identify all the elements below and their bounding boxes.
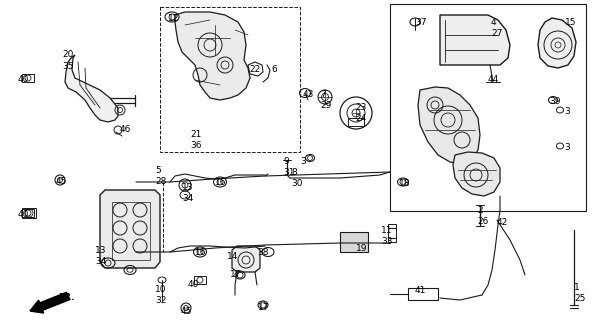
Bar <box>22 208 36 218</box>
Text: 1: 1 <box>574 283 580 292</box>
Polygon shape <box>453 152 500 196</box>
Text: 18: 18 <box>399 179 411 188</box>
Bar <box>340 232 368 252</box>
Text: 30: 30 <box>291 179 303 188</box>
Text: 35: 35 <box>62 62 73 71</box>
Bar <box>390 4 586 211</box>
Text: 6: 6 <box>271 65 277 74</box>
Text: 39: 39 <box>549 97 560 106</box>
Text: 24: 24 <box>355 114 367 123</box>
Text: 41: 41 <box>415 286 426 295</box>
Text: 29: 29 <box>320 101 331 110</box>
Polygon shape <box>175 12 250 100</box>
Text: 13: 13 <box>182 183 194 192</box>
Bar <box>388 224 396 242</box>
Polygon shape <box>232 246 260 272</box>
Text: 40: 40 <box>188 280 200 289</box>
Text: 14: 14 <box>227 252 238 261</box>
Text: 40: 40 <box>18 75 29 84</box>
Text: 28: 28 <box>155 177 166 186</box>
Text: 44: 44 <box>488 75 499 84</box>
Text: 9: 9 <box>283 157 288 166</box>
Bar <box>112 202 150 260</box>
Text: 45: 45 <box>181 307 193 316</box>
Text: 46: 46 <box>120 125 131 134</box>
Text: 15: 15 <box>565 18 576 27</box>
Text: 20: 20 <box>62 50 73 59</box>
Text: 13: 13 <box>95 246 107 255</box>
Text: FR.: FR. <box>58 293 74 302</box>
Text: 8: 8 <box>291 168 297 177</box>
Text: 3: 3 <box>564 143 570 152</box>
Polygon shape <box>100 190 160 268</box>
Text: 40: 40 <box>18 210 29 219</box>
Polygon shape <box>538 18 576 68</box>
Polygon shape <box>440 15 510 65</box>
Text: 3: 3 <box>564 107 570 116</box>
Text: 36: 36 <box>190 141 201 150</box>
Text: 12: 12 <box>168 14 179 23</box>
Text: 38: 38 <box>257 248 269 257</box>
Text: 5: 5 <box>155 166 161 175</box>
Text: 17: 17 <box>258 303 269 312</box>
Text: 43: 43 <box>303 90 314 99</box>
Text: 3: 3 <box>300 157 306 166</box>
Bar <box>408 288 438 300</box>
Text: 10: 10 <box>155 285 166 294</box>
Text: 37: 37 <box>415 18 427 27</box>
Text: 42: 42 <box>497 218 508 227</box>
Text: 33: 33 <box>381 237 393 246</box>
Text: 45: 45 <box>56 177 67 186</box>
Text: 4: 4 <box>491 18 496 27</box>
Text: 22: 22 <box>249 65 260 74</box>
Text: 23: 23 <box>355 103 367 112</box>
Text: 16: 16 <box>195 248 206 257</box>
Text: 32: 32 <box>155 296 166 305</box>
Text: 16: 16 <box>215 178 226 187</box>
Bar <box>22 74 34 82</box>
Bar <box>348 118 364 126</box>
Bar <box>160 7 300 152</box>
Text: 31: 31 <box>283 168 294 177</box>
Text: 21: 21 <box>190 130 201 139</box>
Text: 34: 34 <box>95 257 106 266</box>
Text: 2: 2 <box>477 206 483 215</box>
Text: 7: 7 <box>320 90 326 99</box>
Bar <box>22 209 34 217</box>
Text: 34: 34 <box>182 194 193 203</box>
Text: 27: 27 <box>491 29 502 38</box>
Text: 25: 25 <box>574 294 585 303</box>
Bar <box>194 276 206 284</box>
Text: 26: 26 <box>477 217 488 226</box>
Text: 17: 17 <box>230 270 241 279</box>
Polygon shape <box>418 87 480 164</box>
Text: 19: 19 <box>356 244 368 253</box>
FancyArrow shape <box>30 292 70 313</box>
Text: 11: 11 <box>381 226 393 235</box>
Polygon shape <box>65 55 118 122</box>
